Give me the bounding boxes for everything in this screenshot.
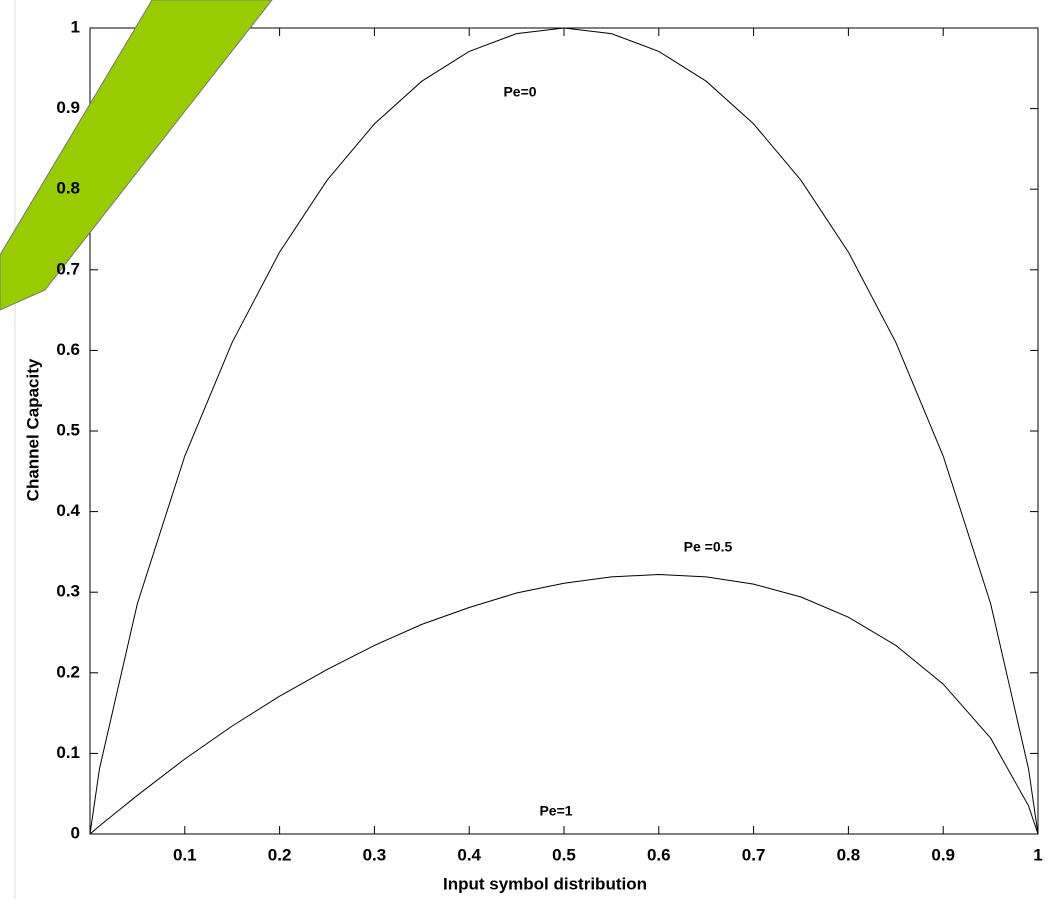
- x-tick-label: 0.9: [931, 845, 955, 864]
- y-tick-label: 1: [71, 17, 80, 36]
- y-tick-label: 0.9: [56, 98, 80, 117]
- x-tick-label: 0.6: [647, 845, 671, 864]
- x-tick-label: 0.8: [837, 845, 861, 864]
- curve-label: Pe=0: [503, 84, 536, 100]
- x-tick-label: 0.5: [552, 845, 576, 864]
- x-tick-label: 0.4: [457, 845, 481, 864]
- y-tick-label: 0.6: [56, 340, 80, 359]
- x-axis-label: Input symbol distribution: [443, 874, 647, 893]
- x-tick-label: 0.3: [363, 845, 387, 864]
- y-axis-label: Channel Capacity: [23, 358, 42, 501]
- y-tick-label: 0.2: [56, 662, 80, 681]
- y-tick-label: 0.7: [56, 259, 80, 278]
- curve-label: Pe =0.5: [684, 539, 733, 555]
- series-line: [89, 27, 1039, 835]
- series-line: [89, 573, 1039, 835]
- y-tick-label: 0.8: [56, 179, 80, 198]
- plot-frame: [89, 27, 1039, 835]
- y-tick-label: 0.5: [56, 420, 80, 439]
- plot-area: [89, 27, 1039, 835]
- x-tick-label: 0.7: [742, 845, 766, 864]
- decoration: [0, 0, 273, 311]
- x-tick-label: 0.1: [173, 845, 197, 864]
- y-tick-label: 0: [71, 823, 80, 842]
- y-tick-label: 0.3: [56, 582, 80, 601]
- curve-label: Pe=1: [539, 803, 572, 819]
- x-tick-label: 0.2: [268, 845, 292, 864]
- y-tick-label: 0.4: [56, 501, 80, 520]
- y-tick-label: 0.1: [56, 743, 80, 762]
- x-tick-label: 1: [1033, 845, 1042, 864]
